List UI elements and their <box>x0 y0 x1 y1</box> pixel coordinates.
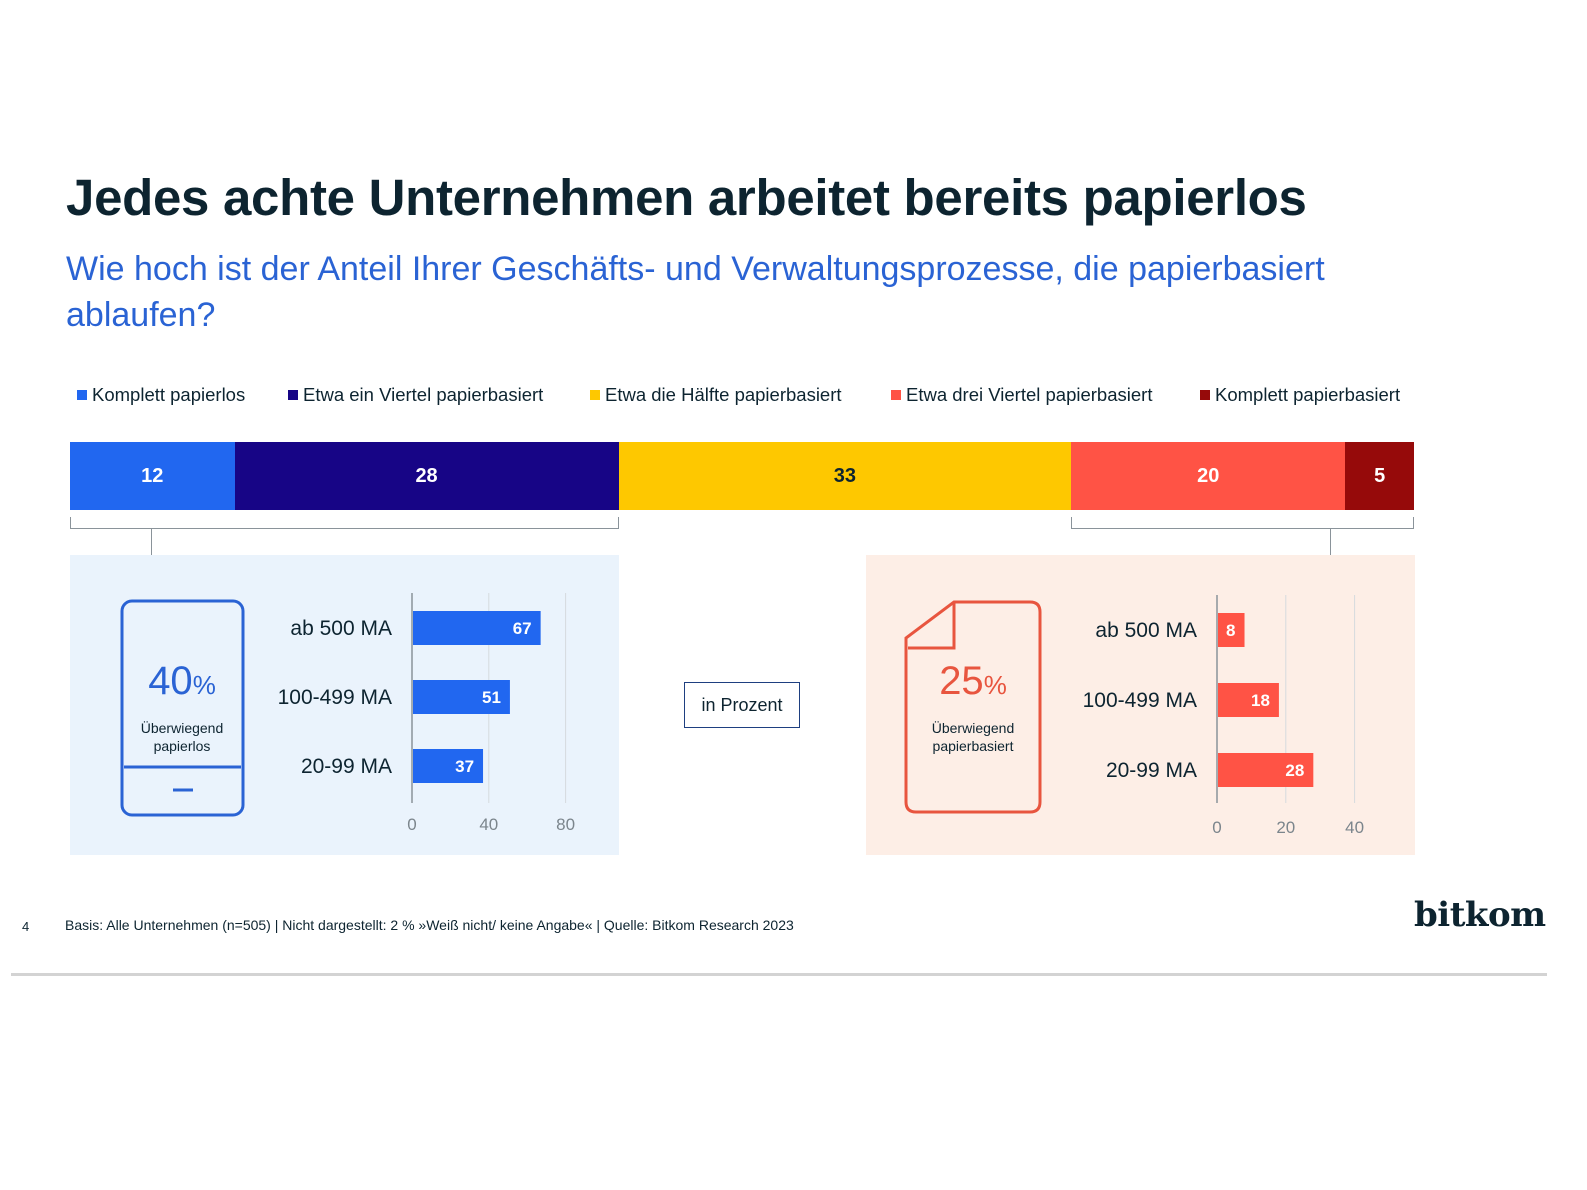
left-group-bracket <box>70 517 619 529</box>
bar-value-label: 67 <box>513 619 532 638</box>
legend-swatch <box>590 390 600 400</box>
tick-label: 20 <box>1276 818 1295 837</box>
survey-question: Wie hoch ist der Anteil Ihrer Geschäfts-… <box>66 250 1325 334</box>
bar-value-label: 51 <box>482 688 501 707</box>
bar <box>1218 753 1314 787</box>
legend-label: Komplett papierlos <box>92 384 246 405</box>
segment-etwa-die-haelfte-papierbasiert: 33 <box>618 442 1072 510</box>
legend-label: Etwa die Hälfte papierbasiert <box>605 384 842 405</box>
bar-value-label: 28 <box>1285 761 1304 780</box>
papierlos-summary-label: Überwiegend papierlos <box>140 720 224 754</box>
legend-swatch <box>1200 390 1210 400</box>
tablet-icon <box>120 599 245 817</box>
legend-item-etwa-die-haelfte-papierbasiert: Etwa die Hälfte papierbasiert <box>590 384 842 406</box>
papierlos-panel: 40% Überwiegend papierlos 0 40 80 ab 500 MA… <box>70 555 619 855</box>
category-label: 100-499 MA <box>278 686 392 709</box>
legend-swatch <box>288 390 298 400</box>
legend-item-komplett-papierlos: Komplett papierlos <box>77 384 245 406</box>
papierbasiert-panel: 25% Überwiegend papierbasiert 0 20 40 ab 50… <box>866 555 1415 855</box>
unit-label: in Prozent <box>684 682 800 728</box>
papierlos-summary-value: 40% <box>148 659 216 703</box>
document-icon <box>904 600 1042 814</box>
stacked-bar-chart: 12 28 33 20 5 <box>70 442 1414 510</box>
segment-value-label: 12 <box>141 464 164 487</box>
papierlos-bar-chart: 0 40 80 ab 500 MA 67 100-499 MA 51 20-99 MA 37 <box>278 593 575 834</box>
bar-value-label: 8 <box>1226 621 1235 640</box>
bar-value-label: 18 <box>1251 691 1270 710</box>
chart-legend: Komplett papierlos Etwa ein Viertel papie… <box>77 384 1427 408</box>
bar-value-label: 37 <box>455 757 474 776</box>
tick-label: 80 <box>556 815 575 834</box>
bar <box>413 749 484 783</box>
legend-label: Etwa drei Viertel papierbasiert <box>906 384 1153 405</box>
bar <box>1218 683 1279 717</box>
papierbasiert-summary-value: 25% <box>939 659 1007 703</box>
papierbasiert-bar-chart: 0 20 40 ab 500 MA 8 100-499 MA 18 20-99 MA 28 <box>1083 595 1364 837</box>
page-number: 4 <box>22 919 30 934</box>
segment-etwa-ein-viertel-papierbasiert: 28 <box>234 442 619 510</box>
segment-value-label: 28 <box>415 464 438 487</box>
segment-value-label: 20 <box>1197 464 1220 487</box>
right-group-bracket <box>1071 517 1414 529</box>
legend-item-etwa-ein-viertel-papierbasiert: Etwa ein Viertel papierbasiert <box>288 384 543 406</box>
legend-label: Komplett papierbasiert <box>1215 384 1401 405</box>
page-title: Jedes achte Unternehmen arbeitet bereits… <box>66 169 1307 226</box>
bar <box>413 680 510 714</box>
tick-label: 40 <box>1345 818 1364 837</box>
bitkom-logo: bitkom <box>1414 895 1546 935</box>
bar <box>1218 613 1245 647</box>
legend-swatch <box>891 390 901 400</box>
bottom-divider <box>11 973 1547 976</box>
tick-label: 40 <box>479 815 498 834</box>
papierbasiert-summary-label: Überwiegend papierbasiert <box>931 720 1015 754</box>
tick-label: 0 <box>407 815 416 834</box>
segment-komplett-papierlos: 12 <box>70 442 235 510</box>
legend-label: Etwa ein Viertel papierbasiert <box>303 384 544 405</box>
left-bracket-connector <box>151 529 152 555</box>
legend-swatch <box>77 390 87 400</box>
category-label: 20-99 MA <box>301 755 392 778</box>
category-label: ab 500 MA <box>1095 619 1197 642</box>
category-label: 100-499 MA <box>1083 689 1197 712</box>
category-label: 20-99 MA <box>1106 759 1197 782</box>
tick-label: 0 <box>1212 818 1221 837</box>
segment-value-label: 5 <box>1374 464 1386 487</box>
segment-komplett-papierbasiert: 5 <box>1345 442 1414 510</box>
bar <box>413 611 541 645</box>
segment-value-label: 33 <box>833 464 856 487</box>
segment-etwa-drei-viertel-papierbasiert: 20 <box>1071 442 1346 510</box>
right-bracket-connector <box>1330 529 1331 555</box>
legend-item-komplett-papierbasiert: Komplett papierbasiert <box>1200 384 1400 406</box>
category-label: ab 500 MA <box>290 617 392 640</box>
footnote: Basis: Alle Unternehmen (n=505) | Nicht … <box>65 917 794 933</box>
legend-item-etwa-drei-viertel-papierbasiert: Etwa drei Viertel papierbasiert <box>891 384 1152 406</box>
